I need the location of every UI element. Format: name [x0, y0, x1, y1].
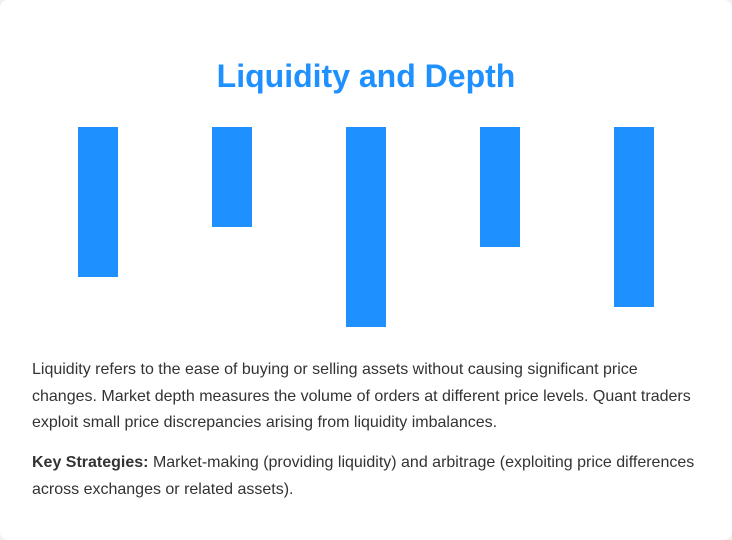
- strategies-paragraph: Key Strategies: Market-making (providing…: [32, 450, 704, 503]
- page-title: Liquidity and Depth: [216, 58, 516, 94]
- depth-bar-chart: [0, 127, 732, 327]
- strategies-text: Market-making (providing liquidity) and …: [32, 454, 695, 498]
- depth-bar: [346, 127, 386, 327]
- description-paragraph: Liquidity refers to the ease of buying o…: [32, 361, 691, 432]
- depth-bar: [212, 127, 252, 227]
- depth-bar: [480, 127, 520, 247]
- strategies-label: Key Strategies:: [32, 454, 149, 471]
- depth-bar: [78, 127, 118, 277]
- depth-bar: [614, 127, 654, 307]
